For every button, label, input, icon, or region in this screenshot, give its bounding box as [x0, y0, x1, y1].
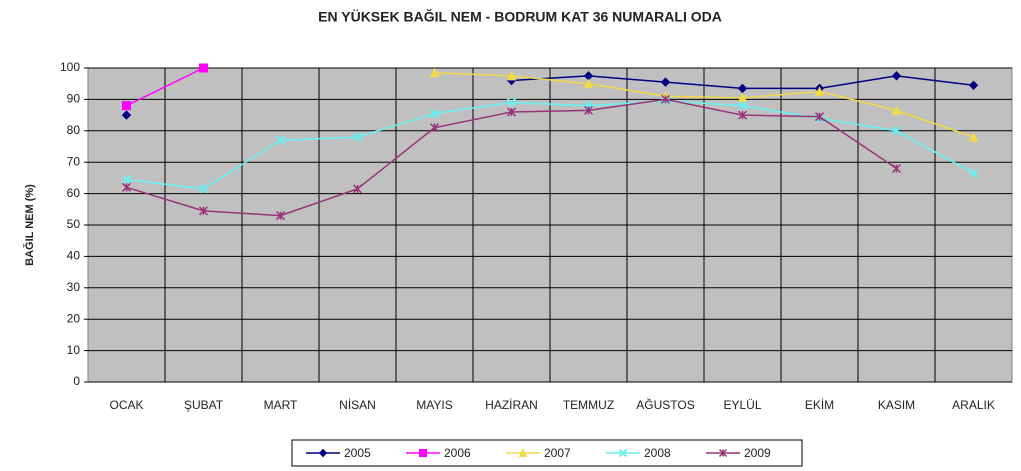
marker	[891, 163, 902, 174]
marker	[737, 83, 748, 94]
x-tick-label: TEMMUZ	[563, 398, 614, 412]
marker	[198, 206, 209, 216]
marker	[429, 67, 440, 78]
marker	[121, 174, 132, 185]
series-line	[126, 67, 204, 107]
marker	[506, 97, 517, 108]
marker	[891, 71, 902, 81]
marker	[506, 107, 517, 117]
x-tick-label: KASIM	[878, 398, 915, 412]
marker	[618, 448, 628, 458]
y-tick-label: 60	[67, 186, 81, 200]
marker	[660, 94, 671, 104]
x-tick-label: OCAK	[109, 398, 143, 412]
marker	[660, 77, 671, 87]
marker	[122, 101, 131, 111]
marker	[352, 184, 363, 194]
marker	[429, 123, 440, 133]
x-tick-label: MAYIS	[416, 398, 452, 412]
marker	[199, 63, 208, 73]
x-tick-label: EKİM	[805, 398, 834, 412]
marker	[968, 131, 979, 142]
marker	[583, 105, 594, 115]
series-line	[126, 100, 974, 190]
marker	[506, 70, 517, 81]
y-tick-label: 0	[73, 374, 80, 388]
legend-label: 2009	[744, 446, 771, 460]
marker	[737, 92, 748, 103]
marker	[737, 110, 748, 120]
marker	[891, 105, 902, 115]
y-tick-label: 80	[67, 123, 81, 137]
y-axis-label: BAĞIL NEM (%)	[23, 184, 36, 266]
marker	[121, 110, 132, 120]
marker	[275, 135, 286, 145]
marker	[583, 78, 594, 89]
y-tick-label: 50	[67, 217, 81, 231]
marker	[429, 108, 440, 119]
marker	[968, 168, 979, 178]
y-tick-label: 90	[67, 92, 81, 106]
x-tick-label: MART	[264, 398, 298, 412]
x-tick-label: HAZİRAN	[485, 398, 538, 412]
marker	[814, 86, 825, 97]
legend-label: 2008	[644, 446, 671, 460]
x-tick-label: NİSAN	[339, 398, 376, 412]
marker	[275, 211, 286, 221]
marker	[121, 182, 132, 192]
marker	[518, 448, 528, 457]
chart-title: EN YÜKSEK BAĞIL NEM - BODRUM KAT 36 NUMA…	[318, 8, 722, 25]
x-tick-label: ŞUBAT	[184, 398, 224, 412]
marker	[198, 184, 209, 194]
legend-label: 2007	[544, 446, 571, 460]
marker	[968, 80, 979, 90]
marker	[737, 100, 748, 111]
y-tick-label: 10	[67, 343, 81, 357]
marker	[718, 448, 728, 458]
x-tick-label: ARALIK	[952, 398, 995, 412]
y-tick-label: 30	[67, 280, 81, 294]
y-tick-label: 20	[67, 311, 81, 325]
legend-label: 2005	[344, 446, 371, 460]
marker	[352, 132, 363, 142]
marker	[891, 126, 902, 136]
y-tick-label: 40	[67, 249, 81, 263]
legend-label: 2006	[444, 446, 471, 460]
marker	[419, 449, 427, 457]
y-tick-label: 70	[67, 154, 81, 168]
marker	[318, 448, 328, 458]
x-tick-label: EYLÜL	[723, 398, 761, 412]
series-line	[434, 71, 974, 138]
marker	[814, 112, 825, 122]
x-tick-label: AĞUSTOS	[636, 397, 694, 412]
y-tick-label: 100	[60, 60, 80, 74]
